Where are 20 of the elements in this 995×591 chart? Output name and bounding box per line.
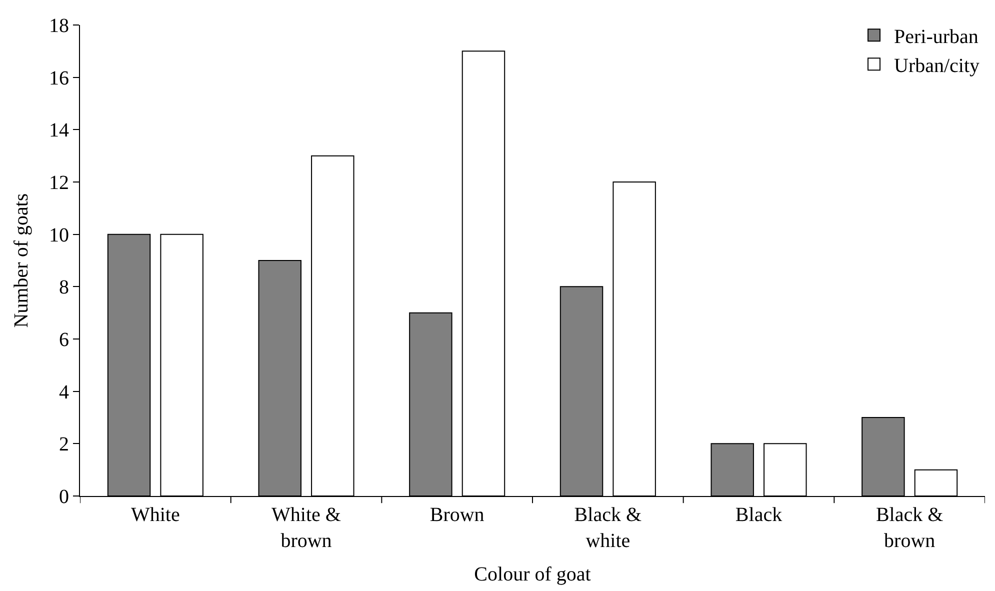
y-tick-label: 18 <box>49 15 69 37</box>
y-axis-title: Number of goats <box>10 193 32 328</box>
x-tick-label: Black & brown <box>876 504 944 552</box>
x-tick-label: Black & white <box>574 504 642 552</box>
x-tick-label: Black <box>735 504 782 526</box>
x-tick-label: White & brown <box>272 504 342 552</box>
x-axis-title: Colour of goat <box>474 564 592 586</box>
y-tick-label: 14 <box>49 120 69 142</box>
y-tick-label: 8 <box>59 276 69 299</box>
y-tick-label: 12 <box>49 172 69 194</box>
legend-label: Peri-urban <box>894 26 978 48</box>
y-tick-label: 6 <box>59 329 69 351</box>
legend-label: Urban/city <box>894 54 980 77</box>
x-tick-label: White <box>130 504 180 526</box>
y-tick-label: 2 <box>59 434 69 456</box>
x-tick-label: Brown <box>430 504 484 526</box>
y-tick-label: 0 <box>59 486 69 508</box>
y-tick-label: 4 <box>59 381 69 404</box>
y-tick-label: 10 <box>49 224 69 246</box>
y-tick-label: 16 <box>49 67 69 90</box>
